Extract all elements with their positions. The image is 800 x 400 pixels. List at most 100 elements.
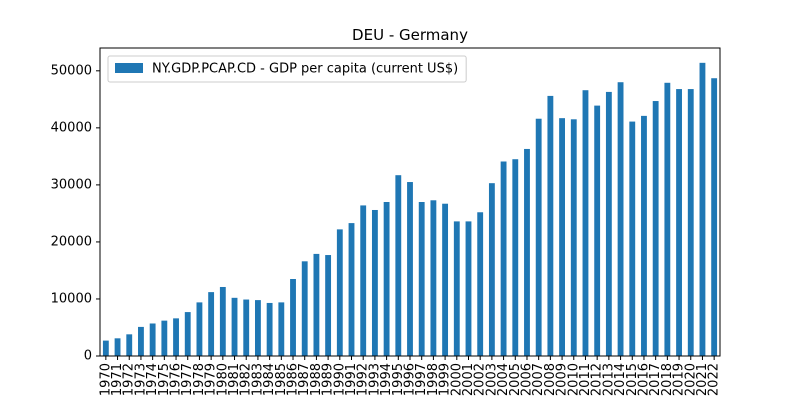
bar-2011 — [582, 90, 589, 357]
x-tick-label: 2000 — [449, 363, 464, 396]
bar-1971 — [114, 338, 121, 356]
bar-1975 — [161, 320, 168, 356]
bar-1990 — [336, 229, 343, 356]
bar-1983 — [255, 300, 261, 356]
bar-1984 — [266, 302, 273, 356]
y-tick-label: 0 — [84, 349, 92, 364]
bar-1998 — [430, 200, 437, 356]
bar-2021 — [699, 62, 706, 357]
legend-swatch — [115, 63, 143, 73]
x-tick-label: 1981 — [227, 363, 242, 396]
x-tick-label: 1998 — [426, 363, 441, 396]
bar-2010 — [570, 119, 577, 356]
x-tick-label: 1991 — [344, 363, 359, 396]
legend: NY.GDP.PCAP.CD - GDP per capita (current… — [107, 55, 467, 83]
x-tick-label: 1986 — [286, 363, 301, 396]
y-tick-label: 10000 — [51, 291, 92, 306]
bar-2013 — [605, 91, 612, 356]
bar-2020 — [687, 89, 694, 357]
bar-1989 — [325, 255, 332, 356]
x-tick-label: 1985 — [274, 363, 289, 396]
bar-2007 — [535, 118, 542, 357]
bar-1987 — [301, 261, 308, 356]
bar-1986 — [290, 279, 296, 356]
bar-2005 — [512, 159, 519, 356]
x-tick-label: 1976 — [169, 363, 184, 396]
x-tick-label: 2019 — [672, 363, 687, 396]
x-tick-label: 2003 — [484, 363, 499, 396]
x-tick-label: 2009 — [555, 363, 570, 396]
bar-2008 — [547, 95, 554, 357]
x-tick-label: 1987 — [297, 363, 312, 396]
x-tick-label: 1971 — [110, 363, 125, 396]
bar-2017 — [652, 101, 659, 357]
bar-2012 — [594, 105, 601, 356]
x-tick-label: 2016 — [636, 363, 651, 396]
x-tick-label: 1973 — [133, 363, 148, 396]
x-tick-label: 2018 — [660, 363, 675, 396]
x-tick-label: 1993 — [367, 363, 382, 396]
bar-1992 — [360, 205, 367, 356]
x-tick-label: 1980 — [215, 363, 230, 396]
x-tick-label: 2011 — [578, 363, 593, 396]
x-tick-label: 1992 — [356, 363, 371, 396]
x-tick-label: 1974 — [145, 363, 160, 396]
bar-1970 — [102, 340, 109, 356]
y-tick-label: 40000 — [51, 120, 92, 135]
x-tick-label: 1996 — [403, 363, 418, 396]
bar-1994 — [383, 202, 390, 356]
bar-2006 — [524, 148, 530, 356]
x-tick-label: 1994 — [379, 363, 394, 396]
x-tick-label: 2014 — [613, 363, 628, 396]
x-tick-label: 2001 — [461, 363, 476, 396]
bar-2000 — [453, 221, 460, 356]
bar-1976 — [173, 318, 179, 356]
bar-1972 — [126, 334, 133, 356]
plot-frame — [99, 47, 721, 357]
bar-2002 — [477, 212, 484, 356]
bar-1980 — [219, 286, 226, 356]
bar-1995 — [395, 175, 402, 356]
y-axis: 0 10000 20000 30000 40000 50000 — [51, 63, 100, 364]
bar-1981 — [231, 297, 238, 356]
y-tick-label: 50000 — [51, 63, 92, 78]
bar-2004 — [500, 161, 507, 356]
x-tick-label: 2013 — [601, 363, 616, 396]
bar-1974 — [149, 323, 156, 356]
x-tick-label: 2007 — [531, 363, 546, 396]
bar-1977 — [184, 312, 191, 356]
chart-title: DEU - Germany — [352, 26, 468, 44]
bar-1991 — [348, 223, 355, 356]
bar-2003 — [488, 183, 495, 356]
x-tick-label: 2022 — [707, 363, 722, 396]
x-tick-label: 1977 — [180, 363, 195, 396]
bar-1996 — [407, 182, 413, 356]
bar-1982 — [243, 299, 250, 356]
x-tick-label: 1983 — [250, 363, 265, 396]
x-tick-label: 1978 — [192, 363, 207, 396]
bar-1988 — [313, 253, 320, 356]
x-axis: 1970197119721973197419751976197719781979… — [98, 356, 722, 396]
x-tick-label: 1972 — [122, 363, 137, 396]
legend-label: NY.GDP.PCAP.CD - GDP per capita (current… — [152, 62, 458, 77]
bar-1978 — [196, 302, 203, 356]
y-tick-label: 30000 — [51, 177, 92, 192]
x-tick-label: 2006 — [519, 363, 534, 396]
x-tick-label: 1990 — [332, 363, 347, 396]
x-tick-label: 1984 — [262, 363, 277, 396]
bar-2019 — [676, 89, 682, 357]
legend-box — [107, 55, 467, 83]
x-tick-label: 1970 — [98, 363, 113, 396]
bar-2001 — [465, 221, 472, 356]
bar-2016 — [641, 115, 647, 356]
x-tick-label: 2005 — [508, 363, 523, 396]
x-tick-label: 1988 — [309, 363, 324, 396]
bar-1999 — [442, 203, 449, 356]
bar-1979 — [208, 292, 215, 356]
x-tick-label: 1975 — [157, 363, 172, 396]
x-tick-label: 1997 — [414, 363, 429, 396]
x-tick-label: 1995 — [391, 363, 406, 396]
bar-2014 — [617, 82, 624, 356]
bar-1997 — [418, 202, 425, 356]
x-tick-label: 2004 — [496, 363, 511, 396]
